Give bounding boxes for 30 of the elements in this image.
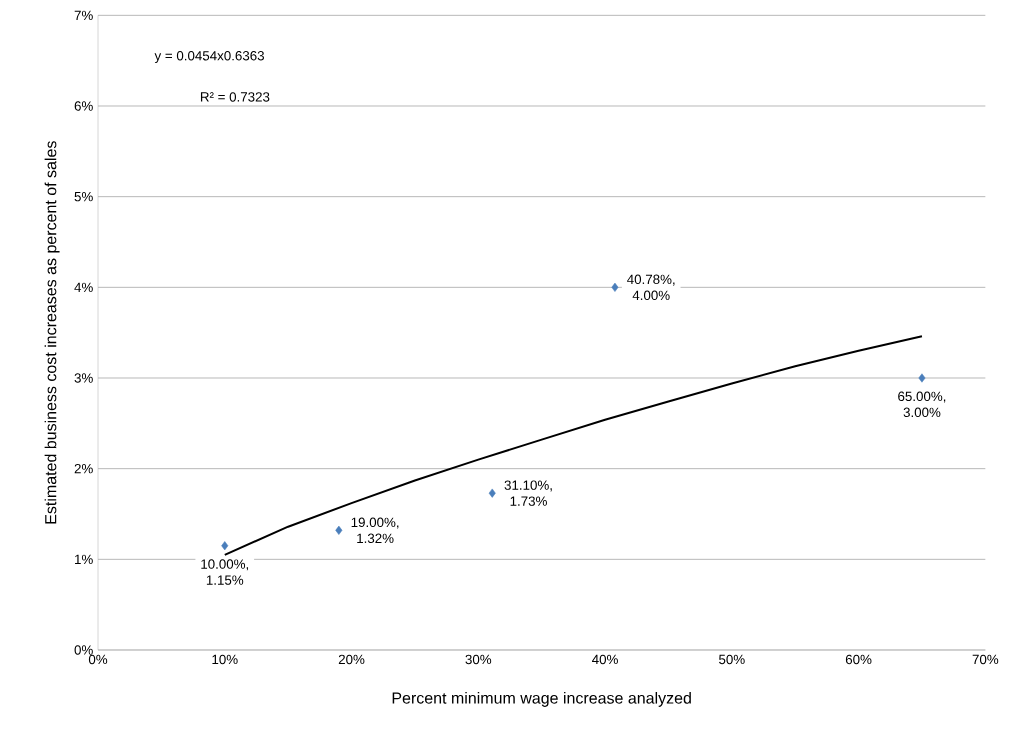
y-tick-label: 5%: [74, 191, 93, 202]
x-tick-label: 40%: [592, 654, 618, 665]
x-tick-label: 50%: [719, 654, 745, 665]
x-tick-label: 20%: [338, 654, 365, 665]
annotation: y = 0.0454x0.6363: [154, 51, 264, 64]
y-tick-label: 6%: [74, 101, 93, 111]
y-axis-title: Estimated business cost increases as percent of sales: [44, 141, 60, 524]
data-label: 65.00%, 3.00%: [898, 391, 946, 418]
y-tick-label: 3%: [74, 373, 93, 383]
point: [335, 525, 343, 535]
data-label: 31.10%, 1.73%: [504, 480, 552, 506]
annotation: R² = 0.7323: [200, 92, 270, 102]
point: [611, 282, 619, 292]
x-tick-label: 30%: [465, 654, 492, 665]
point: [221, 541, 229, 551]
x-tick-label: 0%: [88, 654, 108, 665]
y-tick-label: 2%: [74, 463, 93, 474]
data-label: 10.00%, 1.15%: [201, 559, 249, 585]
point: [488, 488, 496, 498]
data-label: 19.00%, 1.32%: [351, 517, 399, 544]
data-label: 40.78%, 4.00%: [627, 274, 675, 301]
x-tick-label: 70%: [972, 654, 999, 665]
x-axis-title: Percent minimum wage increase analyzed: [392, 691, 691, 707]
y-tick-label: 7%: [74, 10, 93, 20]
x-tick-label: 10%: [212, 654, 238, 665]
y-tick-label: 0%: [74, 645, 93, 655]
point: [918, 373, 926, 383]
x-tick-label: 60%: [845, 654, 872, 665]
y-tick-label: 1%: [75, 554, 93, 564]
y-tick-label: 4%: [74, 282, 93, 292]
